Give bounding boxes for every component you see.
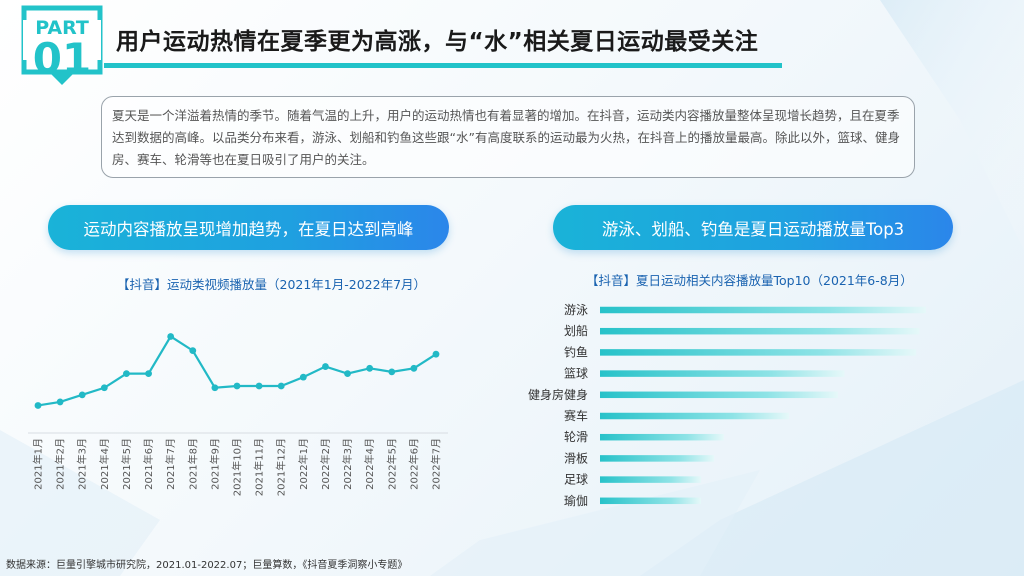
x-tick-label: 2022年2月 xyxy=(319,438,332,490)
x-tick-label: 2021年6月 xyxy=(142,438,155,490)
data-point xyxy=(34,402,42,409)
bar-label: 游泳 xyxy=(564,303,588,317)
bar-label: 轮滑 xyxy=(564,430,588,444)
bar-label: 钓鱼 xyxy=(564,345,588,359)
bar xyxy=(600,455,715,462)
data-point xyxy=(277,382,285,390)
data-point xyxy=(167,333,175,340)
bar-label: 瑜伽 xyxy=(564,493,588,508)
bar xyxy=(600,433,724,441)
bar xyxy=(600,391,838,399)
x-tick-label: 2021年3月 xyxy=(76,438,89,490)
bar xyxy=(600,327,920,335)
bar xyxy=(600,497,702,505)
data-point xyxy=(233,382,241,390)
part-badge: PART 01 xyxy=(21,5,103,85)
x-tick-label: 2022年3月 xyxy=(341,438,354,490)
part-label: PART xyxy=(35,17,89,39)
page-title: 用户运动热情在夏季更为高涨，与“水”相关夏日运动最受关注 xyxy=(116,29,759,55)
bar-label: 篮球 xyxy=(564,366,588,381)
x-tick-label: 2021年9月 xyxy=(208,438,221,490)
data-point xyxy=(322,363,329,370)
bar xyxy=(600,370,845,377)
x-tick-label: 2021年10月 xyxy=(231,438,244,496)
data-point xyxy=(344,370,351,378)
line-chart: 2021年1月 2021年2月 2021年3月 2021年4月 2021年5月 2021年… xyxy=(28,333,448,496)
x-tick-label: 2022年6月 xyxy=(407,438,420,490)
bar-label: 赛车 xyxy=(564,408,588,423)
line-chart-title: 【抖音】运动类视频播放量（2021年1月-2022年7月） xyxy=(117,277,427,292)
x-tick-label: 2022年1月 xyxy=(297,438,310,490)
data-point xyxy=(366,364,374,372)
data-point xyxy=(145,370,152,378)
bar-chart-title: 【抖音】夏日运动相关内容播放量Top10（2021年6-8月） xyxy=(586,273,913,288)
bar-label: 足球 xyxy=(564,473,588,487)
data-point xyxy=(56,398,64,406)
x-tick-label: 2022年5月 xyxy=(385,438,398,490)
x-tick-label: 2021年8月 xyxy=(186,438,199,490)
x-tick-label: 2021年7月 xyxy=(164,438,177,490)
data-point xyxy=(388,368,396,376)
x-tick-label: 2021年5月 xyxy=(120,438,133,490)
x-tick-label: 2022年4月 xyxy=(363,438,376,490)
data-point xyxy=(432,350,440,358)
data-source: 数据来源：巨量引擎城市研究院，2021.01-2022.07；巨量算数，《抖音夏… xyxy=(6,560,408,571)
bar xyxy=(600,306,926,314)
bar xyxy=(600,412,790,420)
intro-textbox: 夏天是一个洋溢着热情的季节。随着气温的上升，用户的运动热情也有着显著的增加。在抖… xyxy=(101,96,915,178)
x-tick-label: 2022年7月 xyxy=(430,438,443,490)
bar-label: 滑板 xyxy=(564,451,588,465)
x-tick-label: 2021年4月 xyxy=(98,438,111,490)
bar-label: 健身房健身 xyxy=(528,387,588,402)
data-point xyxy=(255,382,263,390)
bar xyxy=(600,349,917,356)
data-point xyxy=(410,364,418,372)
left-headline-pill: 运动内容播放呈现增加趋势，在夏日达到高峰 xyxy=(48,205,449,250)
x-tick-label: 2021年11月 xyxy=(253,438,266,496)
right-headline-pill: 游泳、划船、钓鱼是夏日运动播放量Top3 xyxy=(553,205,953,250)
bar xyxy=(600,476,702,483)
data-point xyxy=(123,370,130,378)
title-underline xyxy=(104,63,782,68)
data-point xyxy=(78,391,86,399)
data-point xyxy=(211,384,219,392)
data-point xyxy=(299,373,307,381)
data-point xyxy=(100,384,108,392)
series-line xyxy=(37,334,437,407)
x-tick-label: 2021年1月 xyxy=(32,438,45,490)
data-point xyxy=(189,347,197,355)
part-number: 01 xyxy=(33,34,91,83)
bar-label: 划船 xyxy=(564,324,588,338)
x-tick-label: 2021年12月 xyxy=(275,438,288,496)
x-tick-label: 2021年2月 xyxy=(54,438,67,490)
